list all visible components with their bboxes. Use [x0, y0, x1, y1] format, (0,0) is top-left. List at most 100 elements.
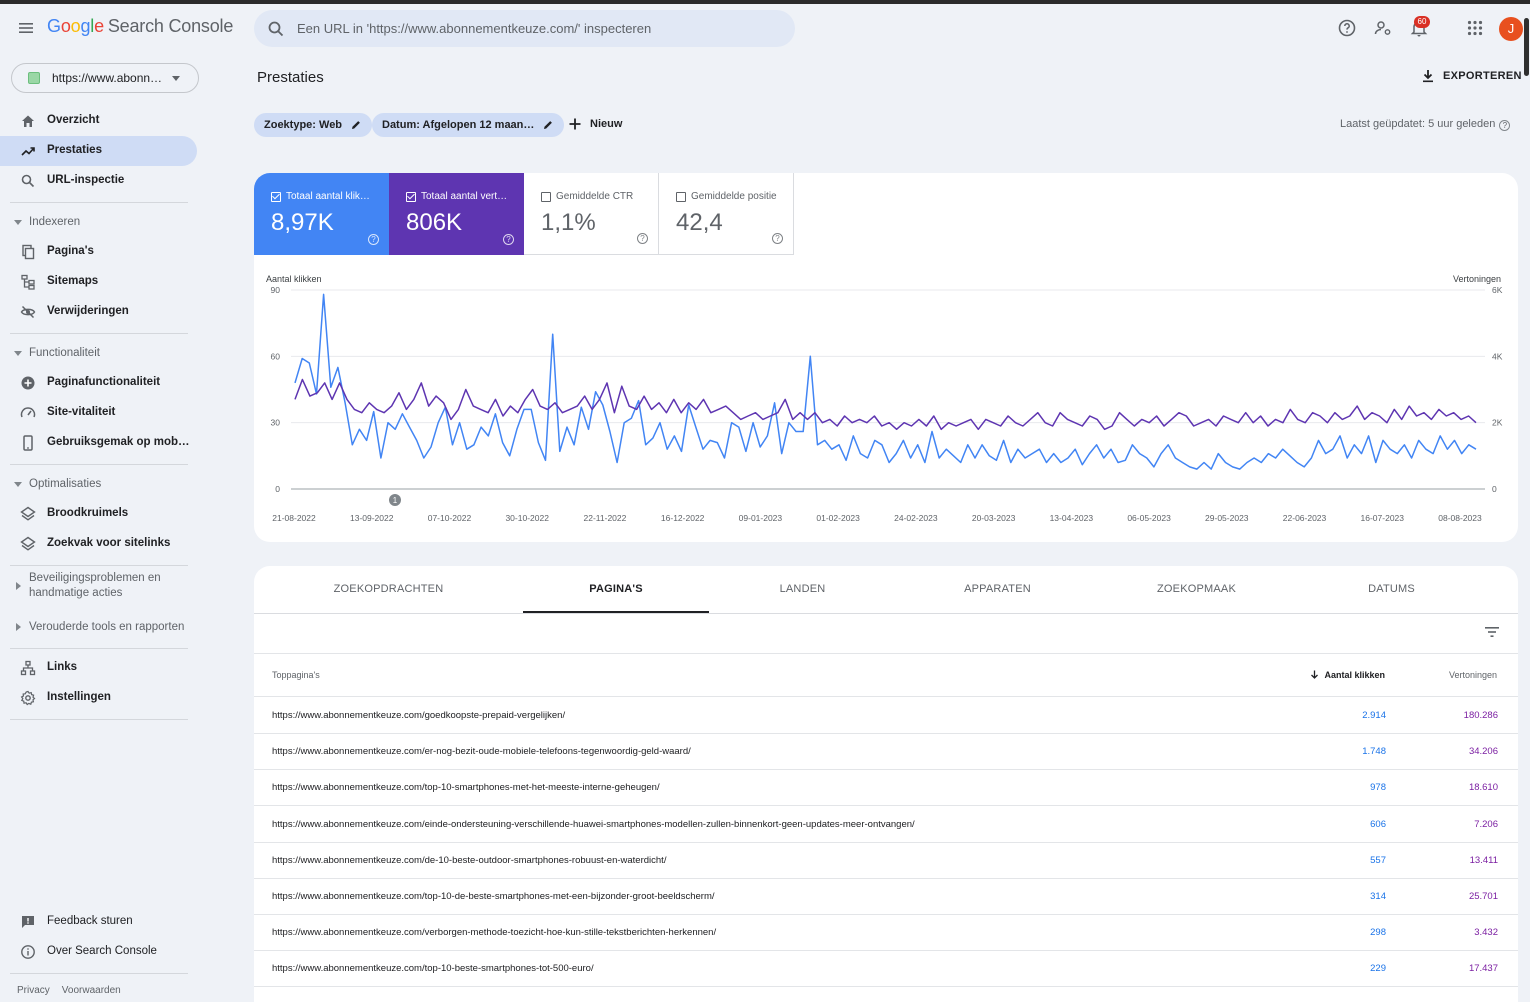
tab-zoekopmaak[interactable]: ZOEKOPMAAK — [1156, 583, 1237, 595]
help-icon[interactable]: ? — [637, 233, 648, 244]
sort-arrow-down-icon — [1311, 670, 1319, 679]
page-url[interactable]: https://www.abonnementkeuze.com/top-10-d… — [272, 891, 715, 902]
links-tree-icon — [20, 660, 36, 676]
checkbox-icon[interactable] — [541, 192, 551, 202]
account-avatar[interactable]: J — [1499, 17, 1523, 41]
nav-broodkruimels[interactable]: Broodkruimels — [0, 499, 197, 529]
table-row[interactable]: https://www.abonnementkeuze.com/top-10-d… — [254, 878, 1518, 914]
section-optimalisaties[interactable]: Optimalisaties — [0, 476, 197, 494]
hamburger-menu-icon[interactable] — [16, 18, 36, 38]
nav-zoekvak-sitelinks[interactable]: Zoekvak voor sitelinks — [0, 529, 197, 559]
filter-chip-datum[interactable]: Datum: Afgelopen 12 maan… — [372, 113, 565, 137]
x-tick-label: 21-08-2022 — [272, 513, 316, 523]
impressions-value: 18.610 — [1468, 782, 1498, 794]
filter-chip-zoektype[interactable]: Zoektype: Web — [254, 113, 373, 137]
tab-datums[interactable]: DATUMS — [1368, 583, 1415, 595]
table-row[interactable]: https://www.abonnementkeuze.com/top-10-b… — [254, 950, 1518, 986]
tab-zoekopdrachten[interactable]: ZOEKOPDRACHTEN — [333, 583, 444, 595]
section-beveiliging[interactable]: Beveiligingsproblemen en handmatige acti… — [0, 571, 197, 603]
table-row[interactable]: https://www.abonnementkeuze.com/goedkoop… — [254, 697, 1518, 733]
nav-site-vitaliteit[interactable]: Site-vitaliteit — [0, 398, 197, 428]
checkbox-icon[interactable] — [406, 192, 416, 202]
row-divider — [254, 769, 1518, 771]
table-row[interactable]: https://www.abonnementkeuze.com/top-10-s… — [254, 769, 1518, 805]
privacy-link[interactable]: Privacy — [17, 985, 50, 996]
filter-rows-icon[interactable] — [1483, 625, 1501, 639]
nav-links[interactable]: Links — [0, 653, 197, 683]
page-url[interactable]: https://www.abonnementkeuze.com/er-nog-b… — [272, 746, 691, 758]
search-input[interactable] — [297, 21, 767, 36]
new-filter-button[interactable]: Nieuw — [568, 117, 622, 131]
apps-grid-icon[interactable] — [1465, 18, 1485, 38]
row-divider — [254, 733, 1518, 734]
info-icon — [21, 945, 35, 959]
nav-verwijderingen[interactable]: Verwijderingen — [0, 297, 197, 327]
page-url[interactable]: https://www.abonnementkeuze.com/de-10-be… — [272, 854, 667, 866]
sidebar-divider — [10, 333, 188, 334]
x-tick-label: 09-01-2023 — [739, 513, 783, 523]
metric-average-ctr[interactable]: Gemiddelde CTR 1,1% ? — [524, 173, 659, 255]
column-header-top-pages: Toppagina's — [272, 670, 320, 680]
nav-feedback-sturen[interactable]: Feedback sturen — [0, 907, 197, 937]
column-header-impressions[interactable]: Vertoningen — [1448, 670, 1497, 680]
nav-paginas[interactable]: Pagina's — [0, 237, 197, 267]
page-url[interactable]: https://www.abonnementkeuze.com/einde-on… — [272, 818, 915, 830]
feedback-icon — [22, 916, 34, 928]
export-button[interactable]: EXPORTEREN — [1420, 68, 1522, 84]
help-icon[interactable]: ? — [368, 234, 379, 245]
property-url: https://www.abonn… — [52, 71, 163, 85]
metric-total-impressions[interactable]: Totaal aantal vert… 806K ? — [389, 173, 524, 255]
table-row[interactable]: https://www.abonnementkeuze.com/er-nog-b… — [254, 733, 1518, 769]
help-icon[interactable] — [1337, 18, 1357, 38]
impressions-value: 3.432 — [1474, 927, 1498, 939]
clicks-value: 606 — [1370, 818, 1386, 830]
nav-instellingen[interactable]: Instellingen — [0, 683, 197, 713]
tab-landen[interactable]: LANDEN — [779, 583, 826, 595]
manage-users-icon[interactable] — [1373, 18, 1393, 38]
nav-paginafunctionaliteit[interactable]: Paginafunctionaliteit — [0, 368, 197, 398]
table-row[interactable]: https://www.abonnementkeuze.com/einde-on… — [254, 806, 1518, 842]
page-url[interactable]: https://www.abonnementkeuze.com/top-10-b… — [272, 963, 594, 975]
page-url[interactable]: https://www.abonnementkeuze.com/verborge… — [272, 927, 717, 939]
checkbox-icon[interactable] — [676, 192, 686, 202]
row-divider — [254, 914, 1518, 915]
page-scrollbar[interactable] — [1524, 18, 1529, 76]
column-header-clicks[interactable]: Aantal klikken — [1310, 670, 1385, 680]
table-divider — [254, 696, 1518, 697]
nav-over-search-console[interactable]: Over Search Console — [0, 937, 197, 967]
property-selector[interactable]: https://www.abonn… — [11, 63, 199, 93]
row-divider — [254, 805, 1518, 807]
annotation-label: 1 — [393, 496, 398, 505]
checkbox-icon[interactable] — [271, 192, 281, 202]
nav-gebruiksgemak-mobiel[interactable]: Gebruiksgemak op mob… — [0, 428, 197, 458]
nav-overzicht[interactable]: Overzicht — [0, 106, 197, 136]
help-icon[interactable]: ? — [1499, 120, 1511, 131]
last-updated-text: Laatst geüpdatet: 5 uur geleden? — [1340, 118, 1511, 131]
row-divider — [254, 841, 1518, 843]
section-functionaliteit[interactable]: Functionaliteit — [0, 345, 197, 363]
x-tick-label: 16-12-2022 — [661, 513, 705, 523]
nav-prestaties[interactable]: Prestaties — [0, 136, 197, 166]
performance-line-chart[interactable]: Aantal klikken Vertoningen 90 6K 60 4K 30 2K 0 0 2… — [254, 268, 1518, 533]
tab-paginas[interactable]: PAGINA'S — [523, 566, 709, 613]
url-inspect-search[interactable] — [254, 10, 795, 47]
metric-average-position[interactable]: Gemiddelde positie 42,4 ? — [659, 173, 794, 255]
nav-sitemaps[interactable]: Sitemaps — [0, 267, 197, 297]
section-indexeren[interactable]: Indexeren — [0, 214, 197, 232]
metric-total-clicks[interactable]: Totaal aantal klik… 8,97K ? — [254, 173, 389, 255]
speed-gauge-icon — [20, 407, 36, 418]
row-divider — [254, 950, 1518, 952]
help-icon[interactable]: ? — [772, 233, 783, 244]
terms-link[interactable]: Voorwaarden — [61, 985, 121, 996]
tab-apparaten[interactable]: APPARATEN — [964, 583, 1031, 595]
section-verouderde-tools[interactable]: Verouderde tools en rapporten — [0, 619, 197, 637]
nav-url-inspectie[interactable]: URL-inspectie — [0, 166, 197, 196]
table-row[interactable]: https://www.abonnementkeuze.com/verborge… — [254, 914, 1518, 950]
page-url[interactable]: https://www.abonnementkeuze.com/top-10-s… — [272, 782, 660, 794]
help-icon[interactable]: ? — [503, 234, 514, 245]
app-logo[interactable]: Google Search Console — [47, 16, 234, 36]
page-url[interactable]: https://www.abonnementkeuze.com/goedkoop… — [272, 710, 566, 721]
table-row[interactable]: https://www.abonnementkeuze.com/de-10-be… — [254, 842, 1518, 878]
impressions-value: 7.206 — [1474, 818, 1498, 830]
